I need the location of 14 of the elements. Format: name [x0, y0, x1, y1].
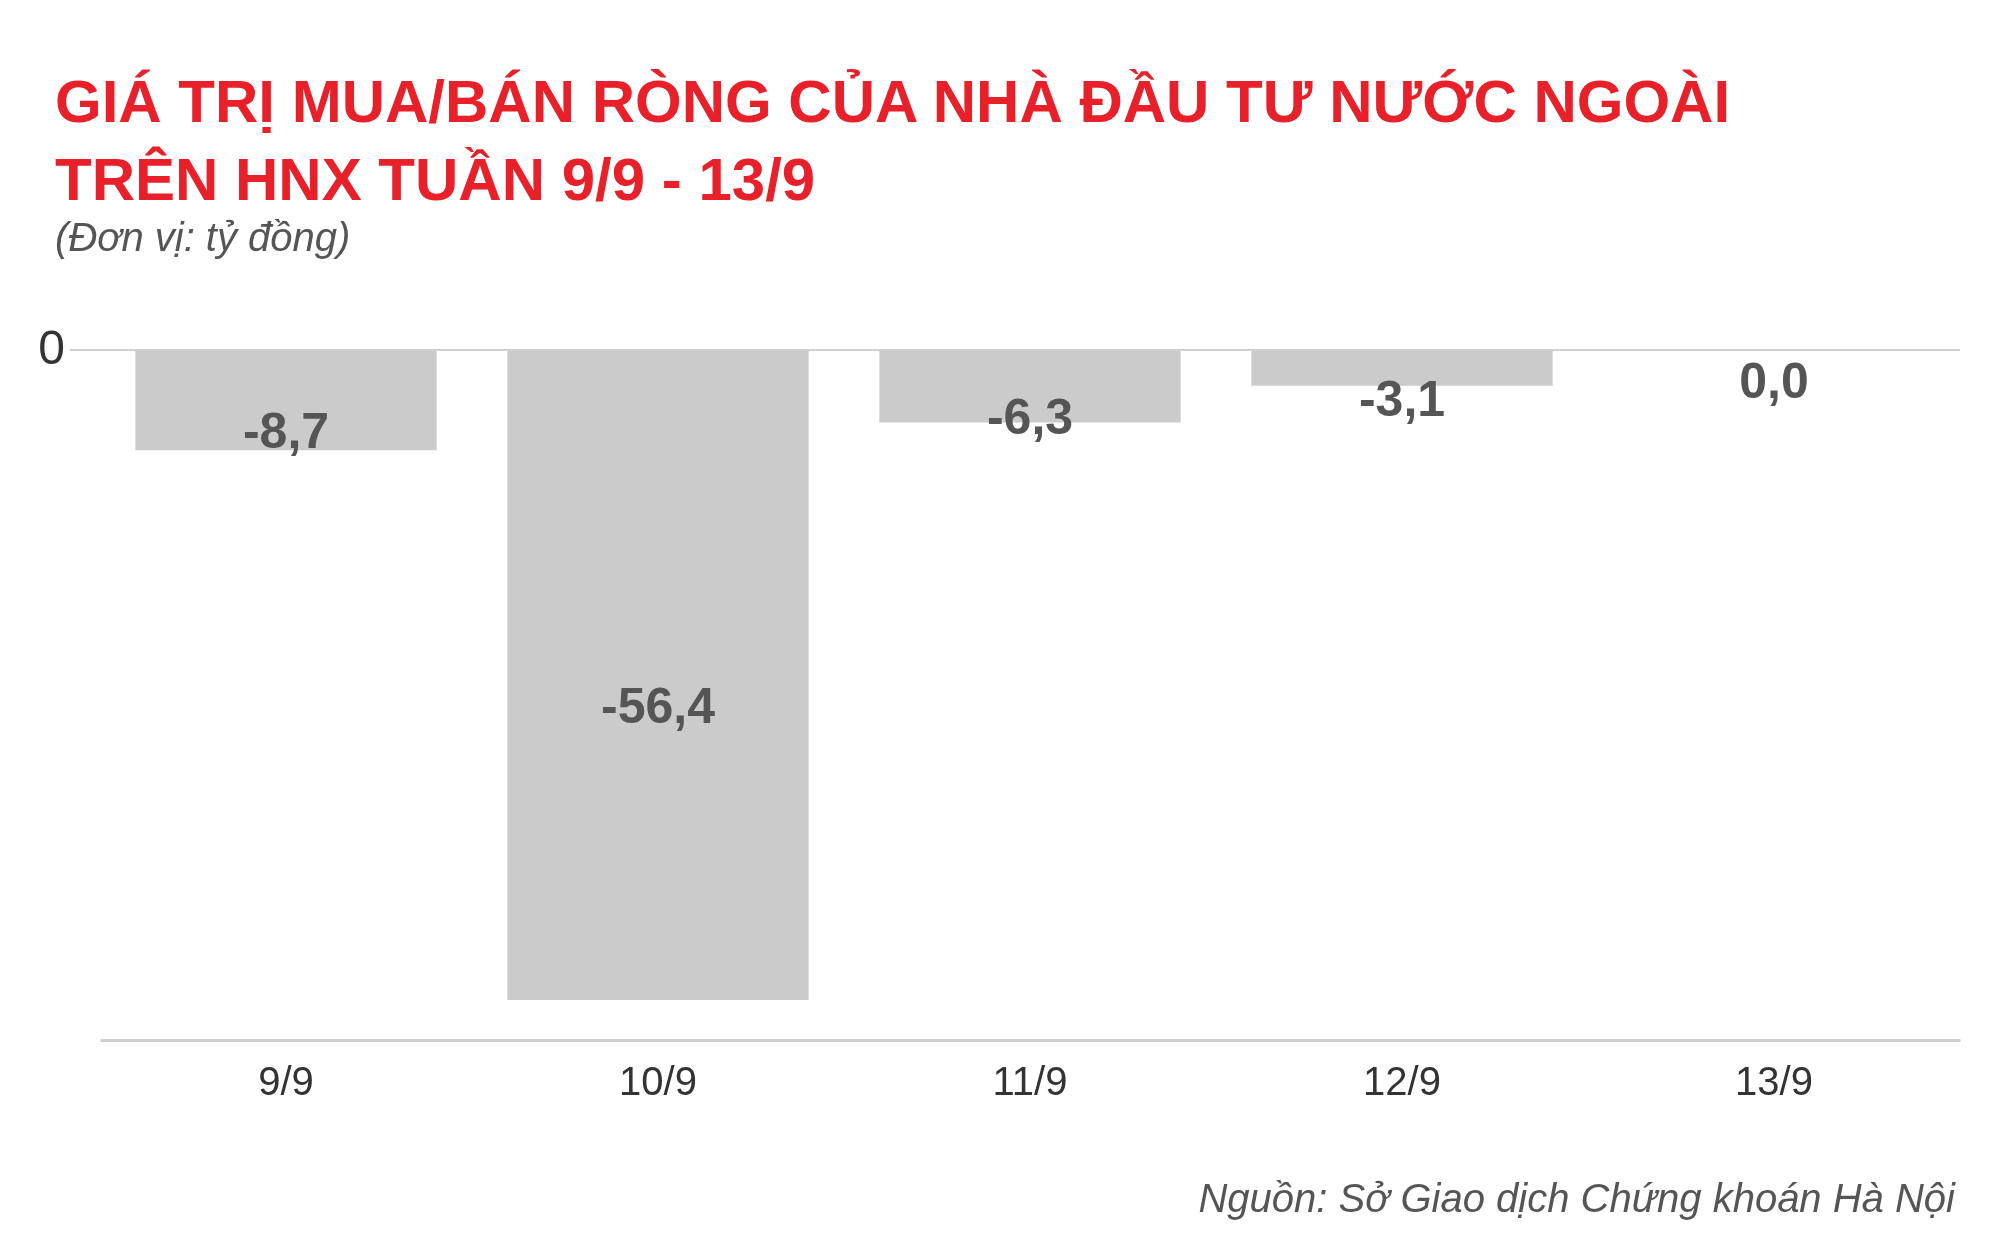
- ref-line-label: 0: [38, 321, 65, 374]
- data-label: -3,1: [1358, 370, 1446, 427]
- chart-title: GIÁ TRỊ MUA/BÁN RÒNG CỦA NHÀ ĐẦU TƯ NƯỚC NGOÀI TRÊN HNX TUẦN 9/9 - 13/9: [55, 68, 1731, 213]
- chart-subtitle: (Đơn vị: tỷ đồng): [55, 215, 351, 259]
- data-label: -6,3: [986, 389, 1074, 446]
- data-label: 0,0: [1739, 353, 1809, 409]
- data-label: -56,4: [601, 678, 716, 734]
- x-tick-label: 12/9: [1363, 1058, 1441, 1103]
- x-tick-label: 13/9: [1735, 1058, 1813, 1103]
- x-tick-label: 11/9: [992, 1058, 1068, 1103]
- text: Nguồn: Sở Giao dịch Chứng khoán Hà Nội: [1198, 1176, 1957, 1220]
- x-tick-label: 10/9: [619, 1058, 697, 1103]
- data-label: -8,7: [242, 403, 330, 460]
- x-tick-label: 9/9: [258, 1058, 314, 1103]
